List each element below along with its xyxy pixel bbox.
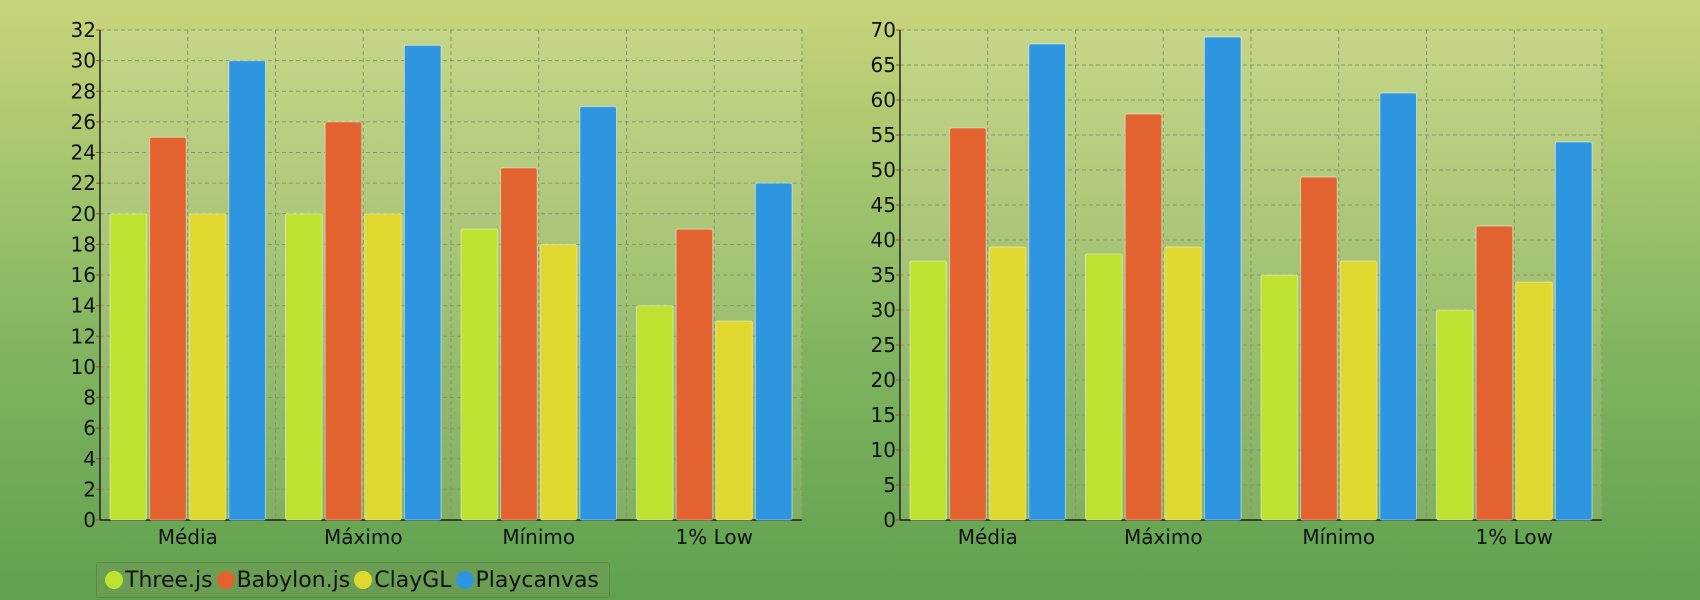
legend-label-babylonjs: Babylon.js [236, 567, 351, 593]
x-tick-label: Mínimo [502, 525, 575, 549]
bar-three-js-m-dia [109, 213, 148, 521]
bar-babylon-js-m-nimo [1300, 176, 1338, 521]
bar-babylon-js-m-ximo [1124, 113, 1163, 521]
y-tick-label: 35 [871, 263, 896, 287]
y-tick-label: 28 [71, 79, 96, 103]
bar-playcanvas-m-ximo [403, 44, 442, 521]
legend-swatch-playcanvas [455, 571, 474, 589]
bar-babylon-js-m-dia [149, 136, 187, 521]
y-tick-label: 32 [71, 18, 96, 42]
x-tick-label: Média [158, 525, 218, 549]
y-tick-label: 65 [871, 53, 896, 77]
bar-babylon-js-m-dia [949, 127, 987, 521]
y-tick-label: 8 [83, 386, 96, 410]
y-tick-label: 15 [871, 403, 896, 427]
y-tick-label: 10 [871, 438, 896, 462]
bar-claygl-1-low [1515, 281, 1553, 521]
bar-three-js-m-nimo [1260, 274, 1299, 521]
bar-playcanvas-1-low [754, 182, 793, 521]
bar-three-js-m-ximo [1085, 253, 1123, 521]
bar-claygl-m-nimo [539, 243, 578, 521]
bar-three-js-1-low [636, 305, 674, 521]
bar-playcanvas-m-dia [228, 60, 266, 521]
y-tick-label: 24 [71, 141, 96, 165]
y-tick-label: 22 [71, 171, 96, 195]
y-tick-label: 30 [71, 49, 96, 73]
x-tick-label: 1% Low [676, 525, 753, 549]
bar-three-js-m-dia [909, 260, 948, 521]
bar-playcanvas-m-nimo [1379, 92, 1417, 521]
y-tick-label: 18 [71, 232, 96, 256]
legend-item-threejs[interactable]: Three.js [101, 568, 213, 593]
y-tick-label: 40 [871, 228, 896, 252]
y-tick-label: 2 [83, 477, 96, 501]
legend-label-threejs: Three.js [125, 567, 213, 593]
y-tick-label: 0 [883, 508, 896, 532]
bar-claygl-1-low [715, 320, 753, 521]
x-tick-label: Média [958, 525, 1018, 549]
bar-three-js-m-nimo [460, 228, 499, 521]
bar-babylon-js-m-ximo [324, 121, 363, 521]
y-tick-label: 0 [83, 508, 96, 532]
y-tick-label: 60 [871, 88, 896, 112]
chart-2: 0 5 10 15 20 25 30 35 40 45 50 55 60 65 70 Média Máximo M… [871, 18, 1603, 549]
legend-label-playcanvas: Playcanvas [475, 567, 599, 593]
y-tick-label: 55 [871, 123, 896, 147]
legend-swatch-claygl [354, 571, 373, 589]
y-tick-label: 16 [71, 263, 96, 287]
bar-playcanvas-m-ximo [1203, 36, 1242, 521]
y-tick-label: 4 [83, 447, 96, 471]
y-tick-label: 25 [871, 333, 896, 357]
bar-claygl-m-ximo [1164, 246, 1202, 521]
y-tick-label: 70 [871, 18, 896, 42]
bar-playcanvas-1-low [1554, 141, 1593, 521]
y-tick-label: 10 [71, 355, 96, 379]
bar-claygl-m-ximo [364, 213, 402, 521]
bar-babylon-js-1-low [1475, 225, 1514, 521]
bar-claygl-m-dia [988, 246, 1027, 521]
bar-claygl-m-dia [188, 213, 227, 521]
y-tick-label: 20 [71, 202, 96, 226]
legend-item-playcanvas[interactable]: Playcanvas [452, 568, 599, 593]
x-tick-label: Máximo [324, 525, 403, 549]
bar-playcanvas-m-nimo [579, 106, 617, 521]
legend-item-claygl[interactable]: ClayGL [350, 567, 452, 593]
y-tick-label: 12 [71, 324, 96, 348]
legend-item-babylonjs[interactable]: Babylon.js [213, 567, 351, 593]
x-tick-label: Mínimo [1302, 525, 1375, 549]
bar-claygl-m-nimo [1339, 260, 1378, 521]
y-tick-label: 45 [871, 193, 896, 217]
chart-legend: Three.js Babylon.js ClayGL Playcanvas [96, 562, 610, 598]
bar-three-js-m-ximo [285, 213, 323, 521]
y-tick-label: 50 [871, 158, 896, 182]
bar-three-js-1-low [1436, 309, 1474, 521]
legend-swatch-threejs [105, 571, 123, 589]
y-tick-label: 5 [883, 473, 896, 497]
legend-swatch-babylonjs [216, 571, 235, 589]
x-tick-label: 1% Low [1476, 525, 1553, 549]
x-tick-label: Máximo [1124, 525, 1203, 549]
y-tick-label: 26 [71, 110, 96, 134]
y-tick-label: 14 [71, 294, 96, 318]
bar-babylon-js-1-low [675, 228, 714, 521]
bar-babylon-js-m-nimo [500, 167, 538, 521]
legend-label-claygl: ClayGL [374, 567, 452, 593]
y-tick-label: 20 [871, 368, 896, 392]
y-tick-label: 30 [871, 298, 896, 322]
y-tick-label: 6 [83, 416, 96, 440]
bar-playcanvas-m-dia [1028, 43, 1066, 521]
